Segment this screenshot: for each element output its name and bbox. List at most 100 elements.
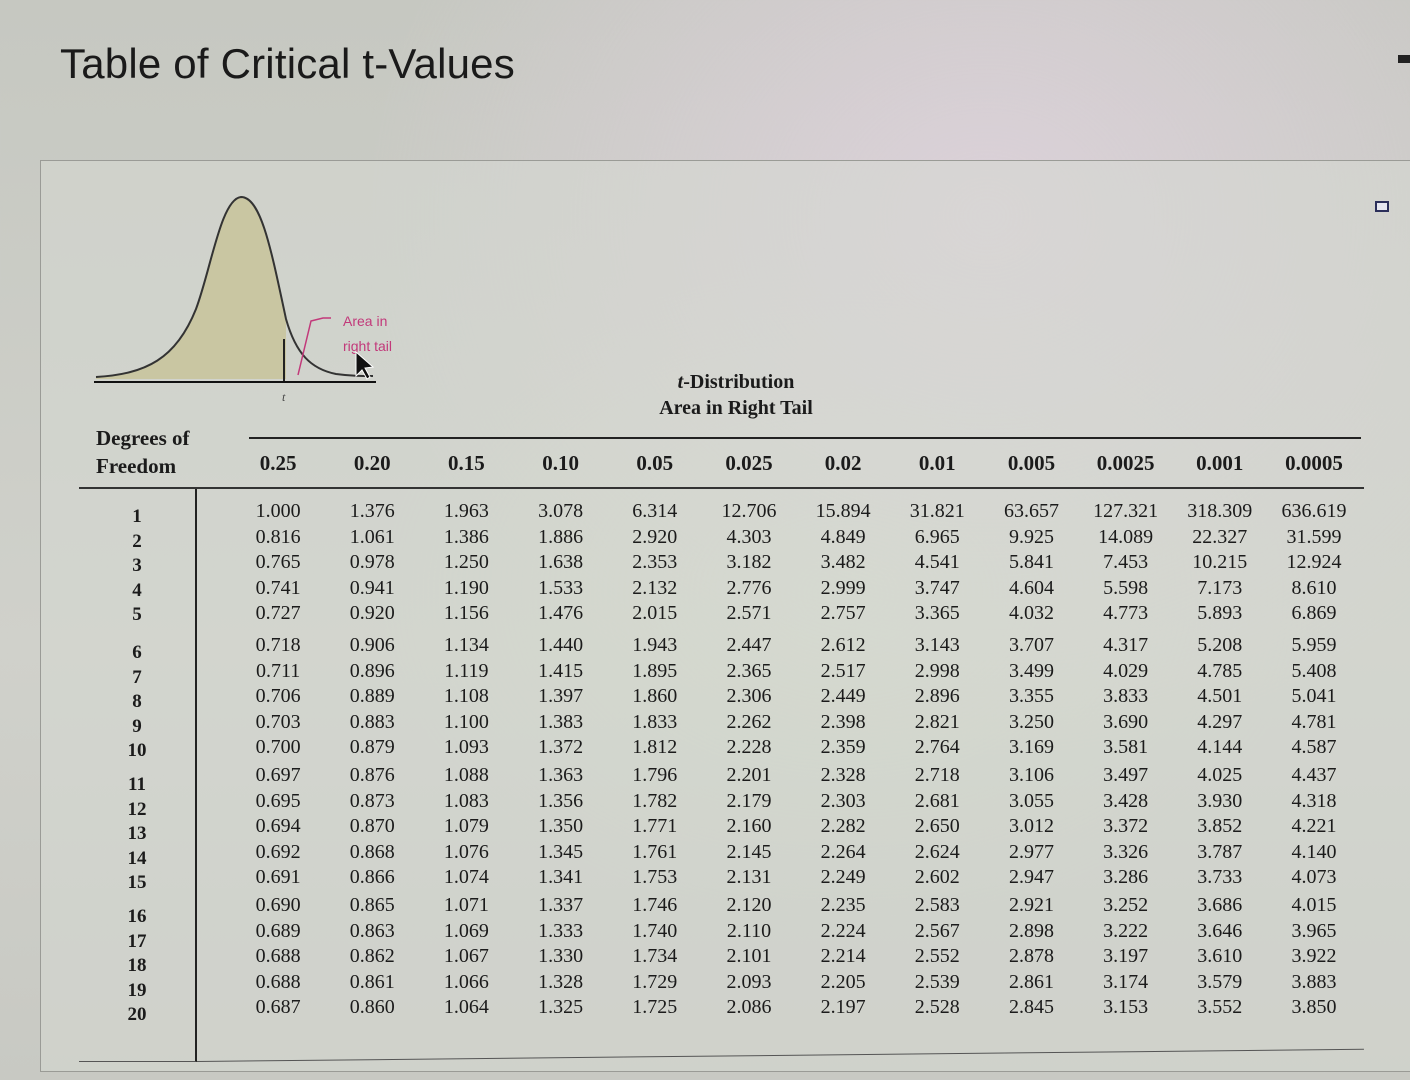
annotation-text-2: right tail (343, 338, 392, 354)
critical-value-cell: 0.687 (255, 996, 301, 1018)
critical-value-cell: 22.327 (1192, 525, 1248, 548)
column-header: 0.10 (542, 451, 579, 475)
table-subtitle: Area in Right Tail (659, 397, 813, 419)
critical-value-cell: 3.182 (726, 551, 772, 573)
critical-value-cell: 2.776 (726, 576, 772, 599)
critical-value-cell: 1.729 (632, 970, 678, 993)
critical-value-cell: 3.365 (914, 602, 960, 624)
dof-cell: 5 (132, 604, 142, 625)
critical-value-cell: 2.528 (914, 996, 960, 1018)
critical-value-cell: 2.920 (632, 525, 678, 548)
critical-value-cell: 2.718 (914, 764, 960, 786)
critical-value-cell: 14.089 (1098, 525, 1154, 548)
critical-value-cell: 5.841 (1008, 551, 1054, 573)
critical-value-cell: 2.201 (726, 764, 772, 786)
critical-value-cell: 2.228 (726, 736, 772, 758)
critical-value-cell: 1.734 (632, 945, 678, 967)
table-row: 0.700 0.879 1.093 1.372 1.812 2.228 2.359 2.764… (231, 735, 1361, 761)
dof-group: 6 7 8 9 10 (79, 641, 195, 764)
table-row: 0.711 0.896 1.119 1.415 1.895 2.365 2.517 2.998… (231, 659, 1361, 685)
critical-value-cell: 0.906 (349, 634, 395, 656)
critical-value-cell: 1.761 (632, 840, 678, 863)
critical-value-cell: 0.868 (349, 840, 395, 863)
critical-value-cell: 2.359 (820, 736, 866, 758)
critical-value-cell: 3.499 (1008, 659, 1054, 682)
table-row: 0.703 0.883 1.100 1.383 1.833 2.262 2.398 2.821… (231, 710, 1361, 736)
dof-cell: 20 (127, 1004, 147, 1025)
critical-value-cell: 0.865 (349, 894, 395, 916)
critical-value-cell: 4.032 (1008, 602, 1054, 624)
critical-value-cell: 2.131 (726, 866, 772, 888)
dof-cell: 15 (127, 872, 147, 893)
critical-value-cell: 2.224 (820, 919, 866, 942)
table-row: 0.688 0.861 1.066 1.328 1.729 2.093 2.205 2.539… (231, 970, 1361, 996)
shaded-area (96, 197, 286, 379)
critical-value-cell: 0.863 (349, 919, 395, 942)
table-row: 0.706 0.889 1.108 1.397 1.860 2.306 2.449 2.896… (231, 684, 1361, 710)
critical-value-cell: 5.041 (1291, 685, 1337, 707)
table-row: 0.718 0.906 1.134 1.440 1.943 2.447 2.612 3.143… (231, 633, 1361, 659)
critical-value-cell: 0.941 (349, 576, 395, 599)
critical-value-cell: 4.849 (820, 525, 866, 548)
value-group: 1.000 1.376 1.963 3.078 6.314 12.706 15.894 31.… (231, 499, 1361, 627)
critical-value-cell: 0.692 (255, 840, 301, 863)
critical-value-cell: 2.365 (726, 659, 772, 682)
table-row: 0.727 0.920 1.156 1.476 2.015 2.571 2.757 3.365… (231, 601, 1361, 627)
critical-value-cell: 636.619 (1281, 500, 1347, 522)
table-row: 0.689 0.863 1.069 1.333 1.740 2.110 2.224 2.567… (231, 919, 1361, 945)
critical-value-cell: 1.397 (538, 685, 584, 707)
critical-value-cell: 127.321 (1093, 500, 1159, 522)
critical-value-cell: 2.583 (914, 894, 960, 916)
critical-value-cell: 2.552 (914, 945, 960, 967)
critical-value-cell: 1.134 (443, 634, 489, 656)
critical-value-cell: 5.598 (1103, 576, 1149, 599)
dof-cell: 7 (132, 666, 142, 688)
critical-value-cell: 1.812 (632, 736, 678, 758)
critical-value-cell: 0.866 (349, 866, 395, 888)
column-header: 0.15 (448, 451, 485, 475)
critical-value-cell: 2.567 (914, 919, 960, 942)
critical-value-cell: 0.700 (255, 736, 301, 758)
critical-value-cell: 3.787 (1197, 840, 1243, 863)
t-table-panel: Area in right tail t t-Distribution Area… (40, 160, 1410, 1072)
critical-value-cell: 2.947 (1008, 866, 1054, 888)
critical-value-cell: 2.517 (820, 659, 866, 682)
critical-value-cell: 2.896 (914, 685, 960, 707)
table-row: 0.691 0.866 1.074 1.341 1.753 2.131 2.249 2.602… (231, 865, 1361, 891)
critical-value-cell: 3.552 (1197, 996, 1243, 1018)
dof-cell: 9 (132, 715, 142, 737)
critical-value-cell: 3.055 (1008, 789, 1054, 812)
column-header-row: 0.25 0.20 0.15 0.10 0.05 0.025 0.02 0.01… (231, 451, 1361, 481)
critical-value-cell: 1.886 (538, 525, 584, 548)
critical-value-cell: 1.076 (443, 840, 489, 863)
critical-value-cell: 1.079 (443, 815, 489, 837)
critical-value-cell: 0.870 (349, 815, 395, 837)
dof-group: 1 2 3 4 5 (79, 505, 195, 628)
critical-value-cell: 31.821 (909, 500, 965, 522)
critical-value-cell: 3.610 (1197, 945, 1243, 967)
critical-value-cell: 1.064 (443, 996, 489, 1018)
expand-icon[interactable] (1375, 201, 1389, 212)
dof-cell: 4 (132, 579, 142, 601)
dof-cell: 16 (127, 906, 147, 927)
critical-value-cell: 1.895 (632, 659, 678, 682)
critical-value-cell: 1.345 (538, 840, 584, 863)
critical-value-cell: 6.869 (1291, 602, 1337, 624)
critical-value-cell: 6.314 (632, 500, 678, 522)
column-header: 0.05 (636, 451, 674, 475)
critical-value-cell: 2.145 (726, 840, 772, 863)
table-row: 1.000 1.376 1.963 3.078 6.314 12.706 15.894 31.… (231, 499, 1361, 525)
table-row: 0.697 0.876 1.088 1.363 1.796 2.201 2.328 2.718… (231, 763, 1361, 789)
critical-value-cell: 2.086 (726, 996, 772, 1018)
critical-value-cell: 2.093 (726, 970, 772, 993)
table-row: 0.694 0.870 1.079 1.350 1.771 2.160 2.282 2.650… (231, 814, 1361, 840)
critical-value-cell: 318.309 (1187, 500, 1253, 522)
cursor-icon (355, 350, 375, 380)
dof-cell: 17 (127, 930, 147, 952)
critical-value-cell: 0.697 (255, 764, 301, 786)
critical-value-cell: 0.920 (349, 602, 395, 624)
critical-value-cell: 5.208 (1197, 634, 1243, 656)
critical-value-cell: 4.318 (1291, 789, 1337, 812)
critical-value-cell: 1.000 (255, 500, 301, 522)
critical-value-cell: 1.363 (538, 764, 584, 786)
